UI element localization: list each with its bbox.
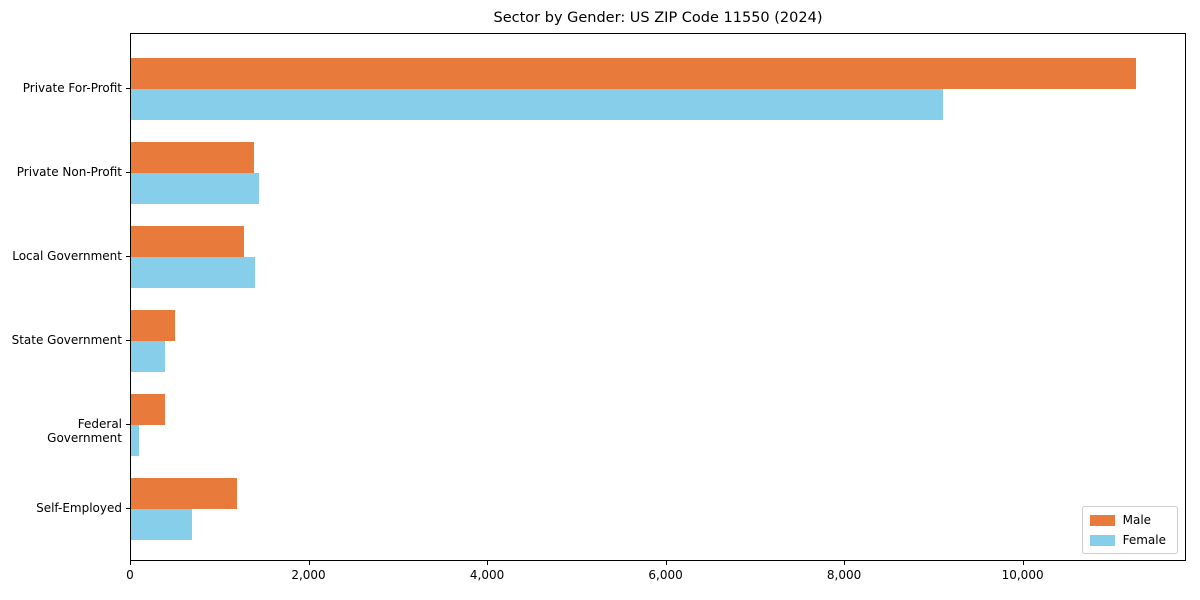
legend-swatch-female [1089,534,1115,546]
y-tick-label-private-non-profit: Private Non-Profit [16,165,122,179]
legend-entry-female: Female [1089,533,1166,547]
chart-title: Sector by Gender: US ZIP Code 11550 (202… [493,10,823,26]
bar-male-self-employed [131,478,238,509]
bar-female-federal-government [131,425,139,456]
y-tick-label-self-employed: Self-Employed [36,501,122,515]
bar-male-state-government [131,310,176,341]
y-tick-mark [126,508,130,509]
x-tick-mark [1022,561,1024,565]
x-tick-mark [130,561,131,565]
x-tick-label-8-000: 8,000 [826,568,862,582]
legend-label-male: Male [1122,513,1152,527]
bar-female-self-employed [131,509,193,540]
x-tick-label-6-000: 6,000 [648,568,683,582]
y-tick-label-local-government: Local Government [12,249,122,263]
y-tick-label-private-for-profit: Private For-Profit [22,81,122,95]
y-tick-mark [126,256,130,257]
bar-male-local-government [131,226,244,257]
x-tick-mark [665,561,667,565]
y-tick-label-state-government: State Government [11,333,122,347]
legend: Male Female [1081,506,1178,554]
x-tick-label-4-000: 4,000 [469,568,505,582]
bar-male-private-for-profit [131,58,1137,89]
x-tick-label-0: 0 [126,568,134,582]
plot-area: Male Female [130,33,1186,561]
y-tick-mark [126,172,130,173]
legend-label-female: Female [1122,533,1166,547]
bar-male-federal-government [131,394,165,425]
bar-female-private-non-profit [131,173,259,204]
x-tick-mark [844,561,846,565]
legend-entry-male: Male [1089,513,1166,527]
bar-female-private-for-profit [131,89,944,120]
bar-female-local-government [131,257,256,288]
bar-female-state-government [131,341,165,372]
y-tick-mark [126,88,130,89]
y-tick-label-federal-government: Federal Government [47,417,122,445]
x-tick-mark [487,561,489,565]
y-tick-mark [126,424,130,425]
x-tick-label-10-000: 10,000 [1001,568,1044,582]
bar-male-private-non-profit [131,142,255,173]
x-tick-mark [308,561,310,565]
x-tick-label-2-000: 2,000 [291,568,326,582]
legend-swatch-male [1089,514,1115,526]
y-tick-mark [126,340,130,341]
